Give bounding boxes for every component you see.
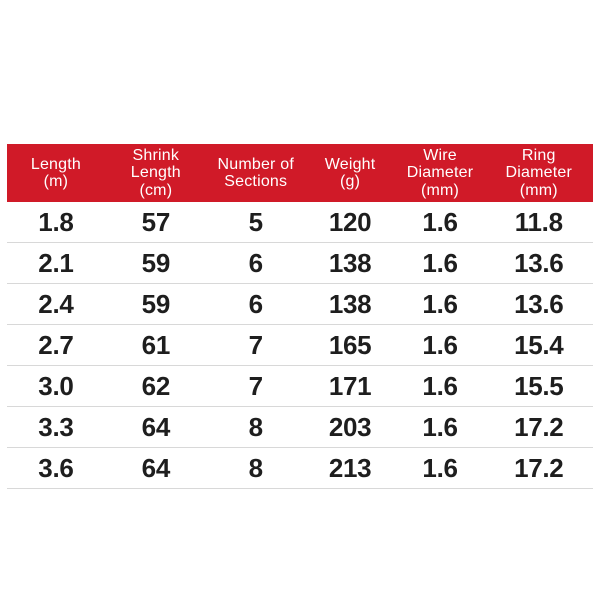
- table-cell: 138: [328, 288, 372, 319]
- spec-table: Length (m) Shrink Length (cm) Number of …: [7, 144, 593, 489]
- table-cell: 3.3: [38, 411, 74, 442]
- table-cell: 17.2: [514, 452, 564, 483]
- table-row: 3.0 62 7 171 1.6 15.5: [7, 366, 593, 407]
- table-cell: 1.6: [422, 370, 458, 401]
- table-cell: 2.1: [38, 247, 74, 278]
- table-cell: 59: [141, 247, 171, 278]
- table-cell: 7: [248, 370, 263, 401]
- table-cell: 1.6: [422, 329, 458, 360]
- table-cell: 3.0: [38, 370, 74, 401]
- column-header-ring-diameter: Ring Diameter (mm): [505, 146, 573, 199]
- column-header-length: Length (m): [30, 155, 81, 191]
- table-cell: 6: [248, 247, 263, 278]
- table-cell: 8: [248, 411, 263, 442]
- table-cell: 64: [141, 411, 171, 442]
- table-row: 3.3 64 8 203 1.6 17.2: [7, 407, 593, 448]
- table-cell: 138: [328, 247, 372, 278]
- column-header-wire-diameter: Wire Diameter (mm): [406, 146, 474, 199]
- table-header: Length (m) Shrink Length (cm) Number of …: [7, 144, 593, 202]
- table-cell: 57: [141, 206, 171, 237]
- table-cell: 1.6: [422, 206, 458, 237]
- column-header-number-of-sections: Number of Sections: [217, 155, 294, 191]
- table-cell: 15.4: [514, 329, 564, 360]
- table-cell: 1.6: [422, 247, 458, 278]
- table-cell: 1.6: [422, 411, 458, 442]
- table-cell: 11.8: [514, 206, 563, 237]
- table-cell: 6: [248, 288, 263, 319]
- table-cell: 1.6: [422, 288, 458, 319]
- table-cell: 120: [328, 206, 372, 237]
- table-cell: 171: [328, 370, 372, 401]
- table-cell: 2.4: [38, 288, 74, 319]
- table-cell: 1.8: [38, 206, 74, 237]
- table-cell: 5: [248, 206, 263, 237]
- table-cell: 2.7: [38, 329, 74, 360]
- table-row: 2.4 59 6 138 1.6 13.6: [7, 284, 593, 325]
- column-header-shrink-length: Shrink Length (cm): [130, 146, 181, 199]
- table-cell: 62: [141, 370, 171, 401]
- table-cell: 59: [141, 288, 171, 319]
- table-cell: 213: [328, 452, 372, 483]
- table-row: 2.7 61 7 165 1.6 15.4: [7, 325, 593, 366]
- table-cell: 61: [141, 329, 171, 360]
- table-body: 1.8 57 5 120 1.6 11.8 2.1 59 6 138 1.6 13.6 2.4 59 6 13…: [7, 202, 593, 489]
- table-cell: 203: [328, 411, 372, 442]
- table-cell: 15.5: [514, 370, 564, 401]
- table-row: 1.8 57 5 120 1.6 11.8: [7, 202, 593, 243]
- table-cell: 17.2: [514, 411, 564, 442]
- table-cell: 13.6: [514, 247, 564, 278]
- column-header-weight: Weight (g): [324, 155, 376, 191]
- table-cell: 1.6: [422, 452, 458, 483]
- table-row: 3.6 64 8 213 1.6 17.2: [7, 448, 593, 489]
- table-cell: 64: [141, 452, 171, 483]
- table-cell: 7: [248, 329, 263, 360]
- table-cell: 13.6: [514, 288, 564, 319]
- table-row: 2.1 59 6 138 1.6 13.6: [7, 243, 593, 284]
- table-cell: 3.6: [38, 452, 74, 483]
- table-cell: 165: [328, 329, 372, 360]
- table-cell: 8: [248, 452, 263, 483]
